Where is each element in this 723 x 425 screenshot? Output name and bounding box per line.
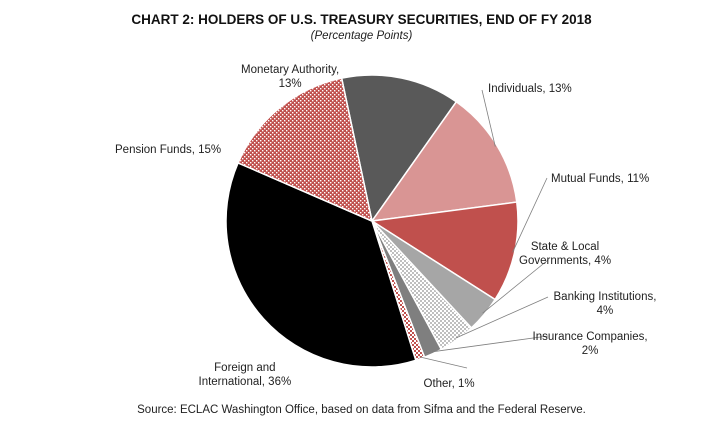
chart-subtitle: (Percentage Points) bbox=[310, 30, 413, 42]
slice-label: Foreign and International, 36% bbox=[198, 362, 292, 388]
slice-label: Mutual Funds, 11% bbox=[551, 173, 650, 185]
source-note: Source: ECLAC Washington Office, based o… bbox=[137, 404, 586, 416]
pie-slice-mutual-funds bbox=[369, 201, 519, 301]
slice-label: Other, 1% bbox=[423, 378, 475, 390]
leader-line bbox=[432, 335, 549, 353]
slice-label: Individuals, 13% bbox=[488, 83, 572, 95]
chart-title: CHART 2: HOLDERS OF U.S. TREASURY SECURI… bbox=[131, 12, 592, 27]
slice-label: State & Local Governments, 4% bbox=[519, 241, 612, 267]
pie-slice-foreign-and-international bbox=[225, 161, 417, 368]
slice-label: Monetary Authority, 13% bbox=[241, 64, 340, 90]
leader-line bbox=[512, 177, 548, 253]
leader-line bbox=[481, 89, 496, 147]
leader-lines bbox=[419, 89, 549, 369]
pie-slice-monetary-authority bbox=[340, 74, 458, 223]
slice-label: Banking Institutions, 4% bbox=[553, 291, 657, 317]
leader-line bbox=[482, 259, 549, 314]
pie-slice-pension-funds bbox=[237, 77, 374, 223]
pie-slices bbox=[225, 74, 519, 368]
slice-label: Insurance Companies, 2% bbox=[532, 331, 648, 357]
slice-label: Pension Funds, 15% bbox=[115, 144, 222, 156]
pie-slice-individuals bbox=[370, 100, 518, 222]
leader-line bbox=[455, 296, 549, 339]
leader-line bbox=[419, 356, 468, 369]
